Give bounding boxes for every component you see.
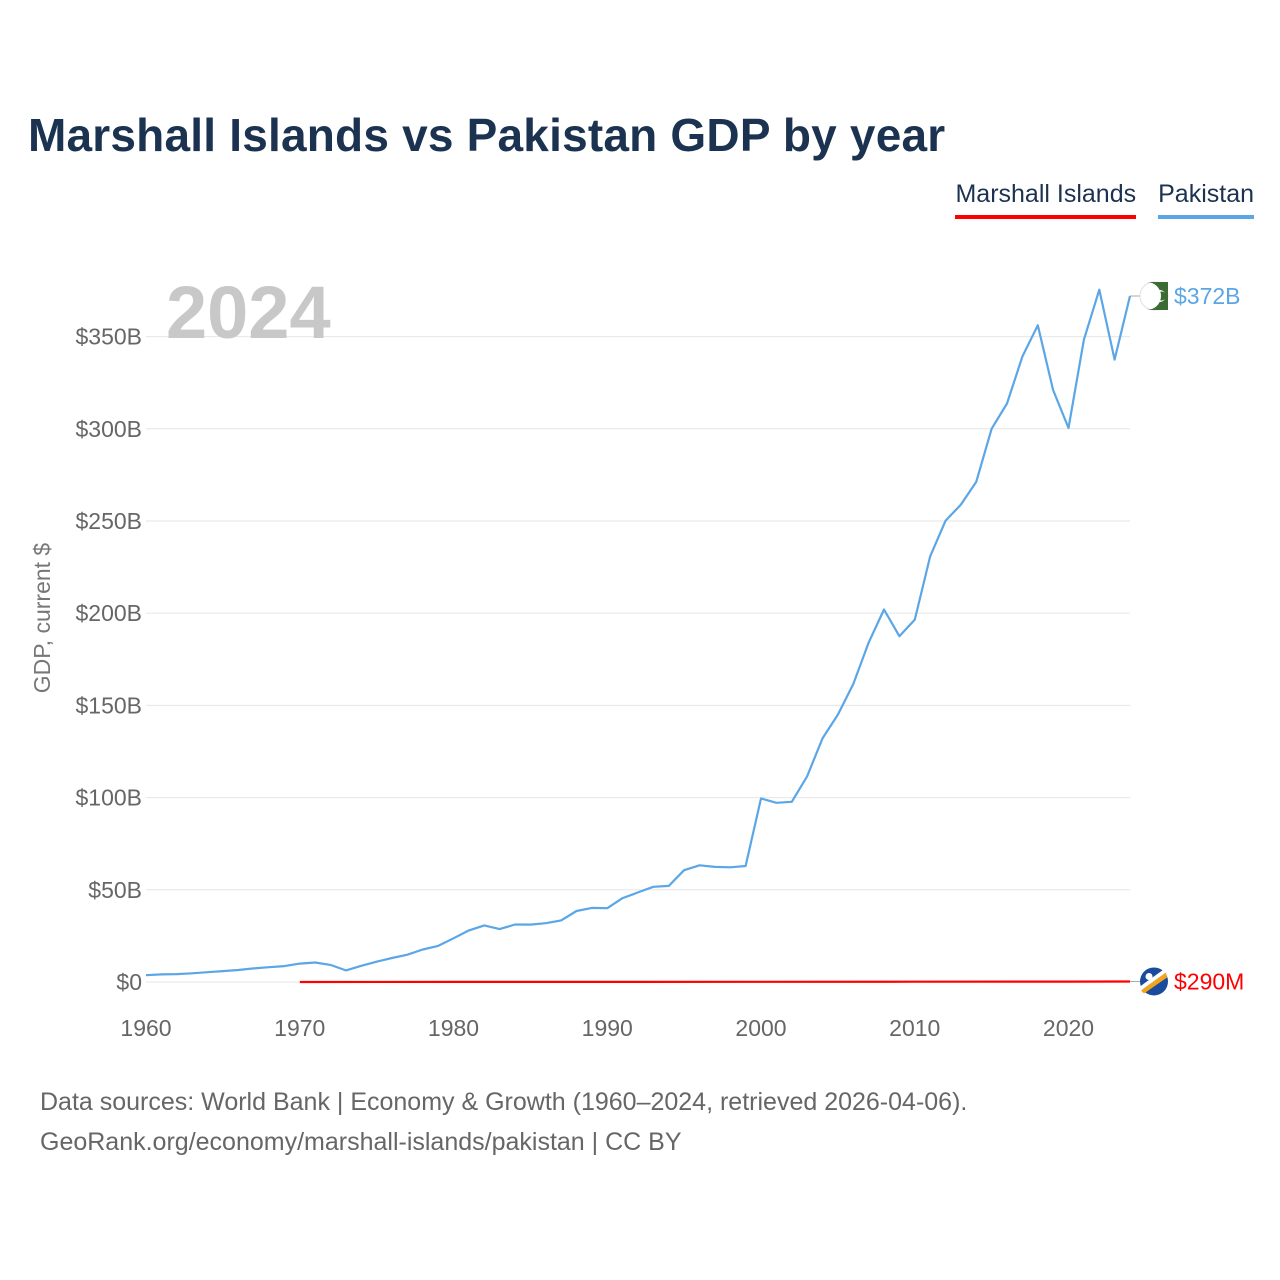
y-tick-label: $300B (75, 416, 142, 442)
series-line-marshall-islands (299, 980, 1131, 984)
chart-title: Marshall Islands vs Pakistan GDP by year (28, 109, 946, 161)
x-tick-label: 1980 (428, 1015, 479, 1041)
end-label-pakistan: $372B (1174, 283, 1241, 309)
x-tick-labels: 1960 1970 1980 1990 2000 2010 2020 (120, 1015, 1094, 1041)
x-tick-label: 1970 (274, 1015, 325, 1041)
y-tick-labels: $0 $50B $100B $150B $200B $250B $300B $350B (75, 324, 142, 995)
series-lines (145, 288, 1132, 984)
y-tick-label: $50B (88, 877, 142, 903)
y-tick-label: $0 (116, 969, 142, 995)
legend-item-marshall-islands[interactable]: Marshall Islands (955, 180, 1137, 219)
legend-item-pakistan[interactable]: Pakistan (1158, 180, 1254, 219)
x-tick-label: 2000 (735, 1015, 786, 1041)
end-label-marshall-islands: $290M (1174, 968, 1244, 994)
footer-source: Data sources: World Bank | Economy & Gro… (40, 1088, 968, 1116)
footer-credit: GeoRank.org/economy/marshall-islands/pak… (40, 1128, 682, 1156)
y-axis-label: GDP, current $ (29, 543, 55, 694)
pakistan-flag-icon (1139, 281, 1169, 311)
x-tick-label: 1960 (120, 1015, 171, 1041)
year-watermark: 2024 (166, 271, 331, 354)
x-tick-label: 2010 (889, 1015, 940, 1041)
end-markers: $372B $290M (1130, 281, 1244, 996)
y-tick-label: $350B (75, 324, 142, 350)
legend: Marshall Islands Pakistan (955, 180, 1254, 219)
y-tick-label: $150B (75, 692, 142, 718)
y-tick-label: $100B (75, 785, 142, 811)
x-tick-label: 2020 (1043, 1015, 1094, 1041)
marshall-islands-flag-icon (1140, 967, 1168, 996)
y-tick-label: $200B (75, 600, 142, 626)
x-tick-label: 1990 (582, 1015, 633, 1041)
series-line-pakistan (145, 288, 1132, 977)
grid-lines (146, 336, 1130, 983)
y-tick-label: $250B (75, 508, 142, 534)
footer: Data sources: World Bank | Economy & Gro… (40, 1082, 967, 1162)
